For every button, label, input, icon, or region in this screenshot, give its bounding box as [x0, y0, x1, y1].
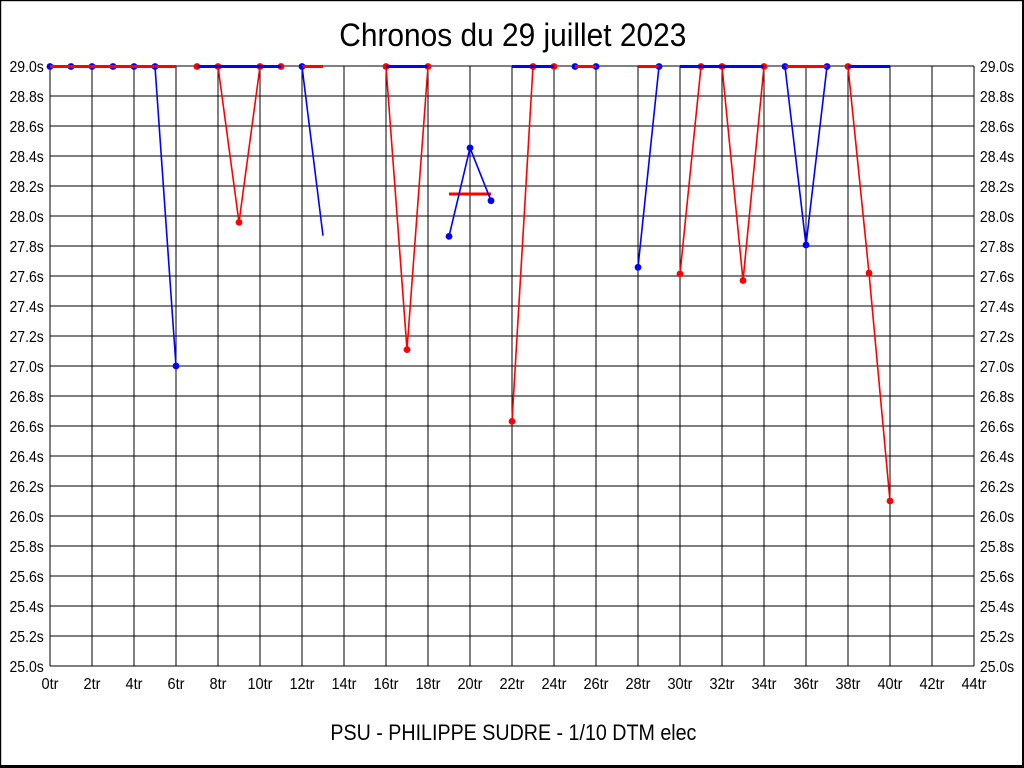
svg-text:25.0s: 25.0s: [980, 659, 1014, 676]
svg-text:40tr: 40tr: [877, 676, 903, 693]
svg-text:26.6s: 26.6s: [980, 419, 1014, 436]
svg-text:44tr: 44tr: [961, 676, 987, 693]
svg-text:25.4s: 25.4s: [10, 599, 44, 616]
svg-text:27.6s: 27.6s: [10, 269, 44, 286]
svg-text:27.0s: 27.0s: [980, 359, 1014, 376]
svg-text:26.0s: 26.0s: [980, 509, 1014, 526]
svg-text:26.4s: 26.4s: [10, 449, 44, 466]
svg-text:26.8s: 26.8s: [10, 389, 44, 406]
svg-text:25.6s: 25.6s: [980, 569, 1014, 586]
svg-text:Chronos du 29 juillet 2023: Chronos du 29 juillet 2023: [339, 17, 686, 53]
svg-text:25.4s: 25.4s: [980, 599, 1014, 616]
svg-text:4tr: 4tr: [126, 676, 144, 693]
svg-text:28.6s: 28.6s: [10, 119, 44, 136]
svg-text:12tr: 12tr: [289, 676, 315, 693]
svg-text:16tr: 16tr: [373, 676, 399, 693]
svg-text:28.8s: 28.8s: [980, 89, 1014, 106]
svg-text:26.0s: 26.0s: [10, 509, 44, 526]
svg-text:27.8s: 27.8s: [980, 239, 1014, 256]
svg-text:26.8s: 26.8s: [980, 389, 1014, 406]
svg-text:25.0s: 25.0s: [10, 659, 44, 676]
svg-text:27.4s: 27.4s: [980, 299, 1014, 316]
svg-text:28.2s: 28.2s: [10, 179, 44, 196]
svg-text:20tr: 20tr: [457, 676, 483, 693]
svg-text:28.0s: 28.0s: [10, 209, 44, 226]
svg-text:27.0s: 27.0s: [10, 359, 44, 376]
svg-text:27.2s: 27.2s: [10, 329, 44, 346]
svg-text:14tr: 14tr: [331, 676, 357, 693]
svg-text:28.6s: 28.6s: [980, 119, 1014, 136]
svg-text:18tr: 18tr: [415, 676, 441, 693]
svg-text:25.8s: 25.8s: [980, 539, 1014, 556]
svg-text:28.8s: 28.8s: [10, 89, 44, 106]
svg-text:28tr: 28tr: [625, 676, 651, 693]
svg-text:34tr: 34tr: [751, 676, 777, 693]
svg-text:42tr: 42tr: [919, 676, 945, 693]
svg-text:26tr: 26tr: [583, 676, 609, 693]
svg-text:27.8s: 27.8s: [10, 239, 44, 256]
svg-text:32tr: 32tr: [709, 676, 735, 693]
svg-text:8tr: 8tr: [210, 676, 228, 693]
svg-text:0tr: 0tr: [42, 676, 60, 693]
svg-text:6tr: 6tr: [168, 676, 186, 693]
svg-text:PSU - PHILIPPE SUDRE - 1/10 DT: PSU - PHILIPPE SUDRE - 1/10 DTM elec: [330, 720, 696, 745]
svg-text:26.2s: 26.2s: [980, 479, 1014, 496]
svg-text:28.4s: 28.4s: [980, 149, 1014, 166]
svg-text:30tr: 30tr: [667, 676, 693, 693]
svg-text:27.4s: 27.4s: [10, 299, 44, 316]
svg-text:29.0s: 29.0s: [10, 59, 44, 76]
svg-text:22tr: 22tr: [499, 676, 525, 693]
svg-text:10tr: 10tr: [247, 676, 273, 693]
svg-text:28.2s: 28.2s: [980, 179, 1014, 196]
svg-text:38tr: 38tr: [835, 676, 861, 693]
svg-text:25.2s: 25.2s: [10, 629, 44, 646]
svg-text:27.6s: 27.6s: [980, 269, 1014, 286]
svg-text:2tr: 2tr: [84, 676, 102, 693]
svg-text:25.2s: 25.2s: [980, 629, 1014, 646]
svg-text:25.6s: 25.6s: [10, 569, 44, 586]
svg-text:28.4s: 28.4s: [10, 149, 44, 166]
svg-text:28.0s: 28.0s: [980, 209, 1014, 226]
svg-text:36tr: 36tr: [793, 676, 819, 693]
svg-text:27.2s: 27.2s: [980, 329, 1014, 346]
svg-text:24tr: 24tr: [541, 676, 567, 693]
svg-text:29.0s: 29.0s: [980, 59, 1014, 76]
svg-text:26.2s: 26.2s: [10, 479, 44, 496]
svg-text:26.6s: 26.6s: [10, 419, 44, 436]
svg-text:26.4s: 26.4s: [980, 449, 1014, 466]
svg-text:25.8s: 25.8s: [10, 539, 44, 556]
